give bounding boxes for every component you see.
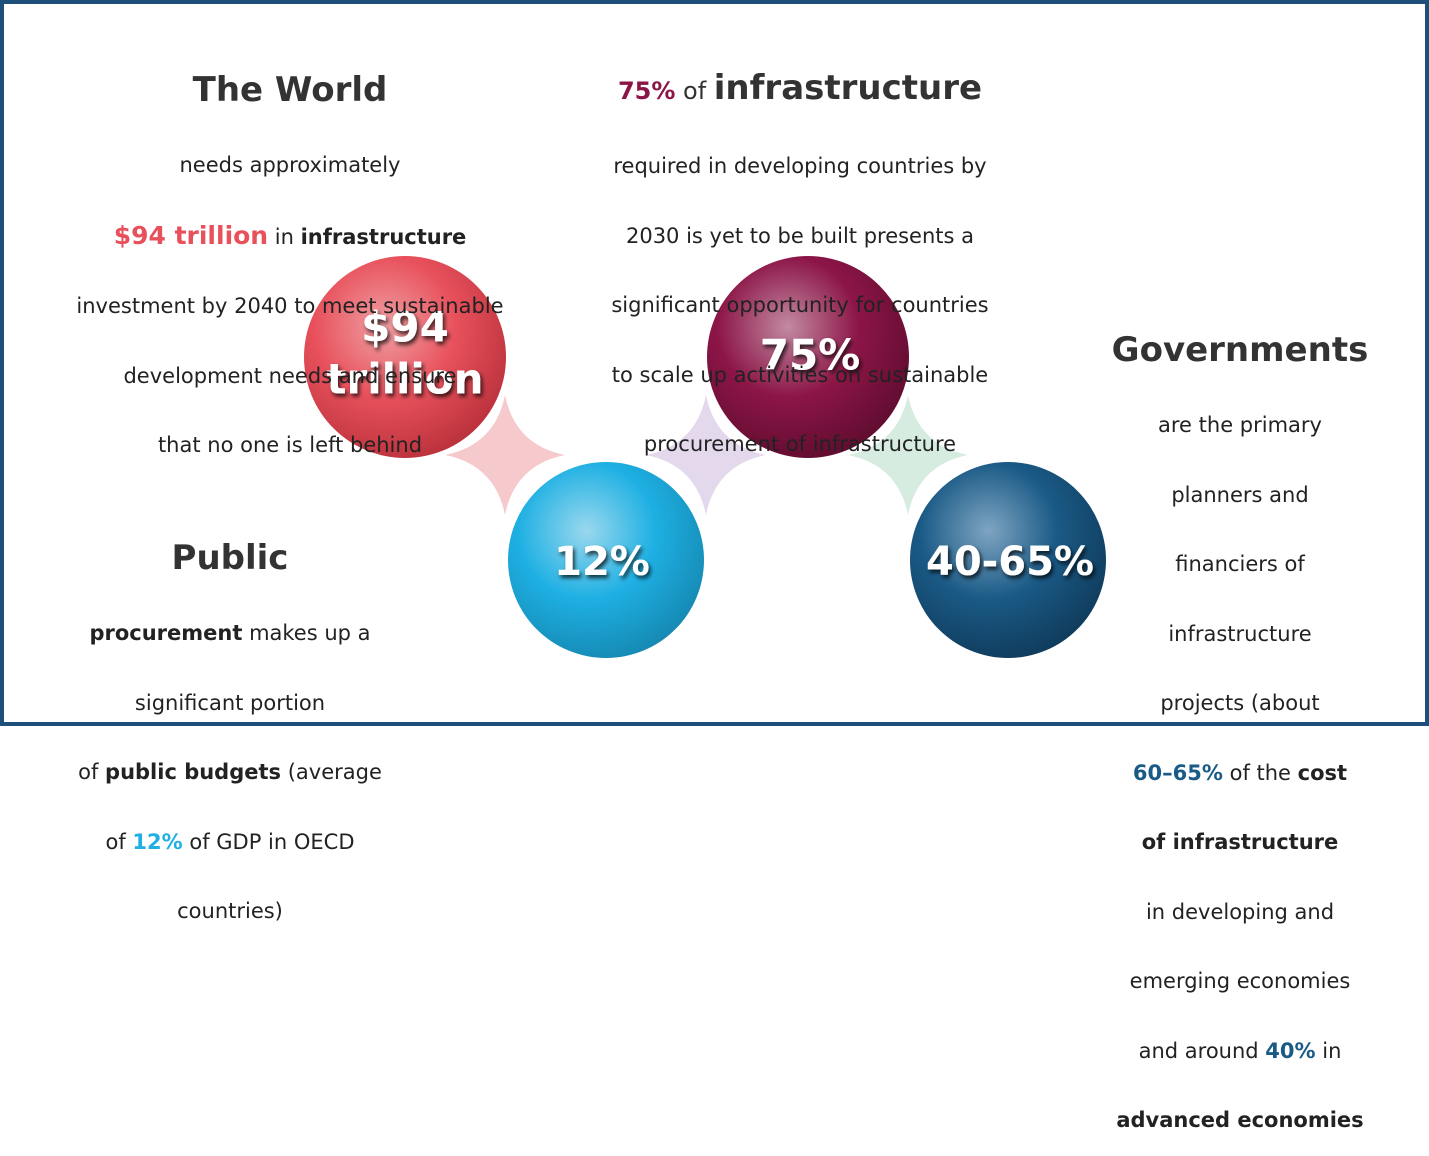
globe	[707, 256, 909, 458]
text: (average	[281, 760, 382, 784]
text: of GDP in OECD	[182, 829, 355, 854]
text: 12%	[132, 829, 183, 854]
line: in developing and	[1090, 897, 1390, 929]
line: $94 trillion in infrastructure	[60, 220, 520, 254]
governments-block: Governments are the primary planners and…	[1090, 292, 1390, 1156]
line: 2030 is yet to be built presents a	[560, 221, 1040, 253]
title: Governments	[1111, 330, 1369, 370]
connector	[445, 395, 565, 515]
text: advanced economies	[1116, 1108, 1364, 1132]
text: of infrastructure	[1141, 830, 1339, 854]
text: infrastructure	[300, 224, 467, 249]
globe-label: $94	[361, 303, 449, 352]
text: infrastructure	[1168, 621, 1312, 646]
text: of	[78, 760, 106, 784]
globe-label: 40-65%	[926, 539, 1094, 585]
text: that no one is left behind	[157, 433, 423, 457]
line: of infrastructure	[1090, 827, 1390, 859]
text: are the primary	[1158, 413, 1322, 437]
line: needs approximately	[60, 150, 520, 182]
infrastructure-block: 75% of infrastructure required in develo…	[560, 30, 1040, 480]
title: 75% of infrastructure	[560, 68, 1040, 111]
text: financiers of	[1175, 552, 1305, 576]
line: advanced economies	[1090, 1105, 1390, 1137]
line: countries)	[40, 896, 420, 928]
globe	[910, 462, 1106, 658]
frame	[0, 0, 1429, 726]
text: procurement	[89, 621, 243, 645]
globes: $94 trillion 12% 75% 40-65%	[304, 256, 1106, 658]
line: planners and	[1090, 480, 1390, 512]
line: significant opportunity for countries	[560, 290, 1040, 322]
line: financiers of	[1090, 549, 1390, 581]
line: infrastructure	[1090, 619, 1390, 651]
text: makes up a	[242, 621, 371, 645]
text: to scale up activities on sustainable	[611, 362, 989, 387]
world-block: The World needs approximately $94 trilli…	[60, 32, 520, 481]
text: development needs and ensure	[123, 363, 457, 388]
line: that no one is left behind	[60, 430, 520, 462]
text: countries)	[177, 899, 283, 923]
text: projects (about	[1160, 691, 1320, 715]
text: 75%	[617, 77, 676, 105]
text: $94 trillion	[113, 220, 269, 250]
text: 60–65%	[1132, 760, 1223, 785]
text: in	[268, 224, 301, 249]
title: The World	[192, 70, 388, 110]
text: public budgets	[105, 760, 282, 784]
line: to scale up activities on sustainable	[560, 360, 1040, 392]
text: emerging economies	[1129, 969, 1351, 993]
text: in	[1315, 1038, 1342, 1063]
line: 60–65% of the cost	[1090, 758, 1390, 790]
text: significant opportunity for countries	[611, 293, 989, 317]
title: Public	[171, 538, 289, 578]
globe	[304, 256, 506, 458]
text: in developing and	[1145, 899, 1335, 924]
text: of	[105, 829, 133, 854]
text: of	[675, 77, 714, 105]
line: are the primary	[1090, 410, 1390, 442]
text: infrastructure	[713, 68, 983, 108]
line: procurement of infrastructure	[560, 429, 1040, 461]
globe-label: 12%	[554, 539, 650, 585]
line: of 12% of GDP in OECD	[40, 827, 420, 859]
line: required in developing countries by	[560, 151, 1040, 183]
line: investment by 2040 to meet sustainable	[60, 291, 520, 323]
connector	[848, 395, 968, 515]
globe-label: trillion	[326, 355, 483, 404]
text: required in developing countries by	[613, 154, 987, 178]
public-block: Public procurement makes up a significan…	[40, 500, 420, 947]
connector	[646, 395, 766, 515]
text: significant portion	[134, 690, 326, 715]
line: procurement makes up a	[40, 618, 420, 650]
text: needs approximately	[179, 153, 401, 177]
line: emerging economies	[1090, 966, 1390, 998]
globe-label: 75%	[760, 331, 861, 380]
page: $94 trillion 12% 75% 40-65% The World ne…	[0, 0, 1429, 1132]
text: 40%	[1265, 1038, 1316, 1063]
globe	[508, 462, 704, 658]
text: and around	[1138, 1038, 1266, 1063]
text: investment by 2040 to meet sustainable	[76, 294, 504, 318]
text: procurement of infrastructure	[643, 432, 957, 456]
line: and around 40% in	[1090, 1036, 1390, 1068]
text: cost	[1297, 760, 1348, 785]
text: 2030 is yet to be built presents a	[625, 223, 975, 248]
line: of public budgets (average	[40, 757, 420, 789]
line: development needs and ensure	[60, 361, 520, 393]
line: significant portion	[40, 688, 420, 720]
line: projects (about	[1090, 688, 1390, 720]
text: planners and	[1171, 482, 1309, 507]
text: of the	[1222, 760, 1298, 785]
